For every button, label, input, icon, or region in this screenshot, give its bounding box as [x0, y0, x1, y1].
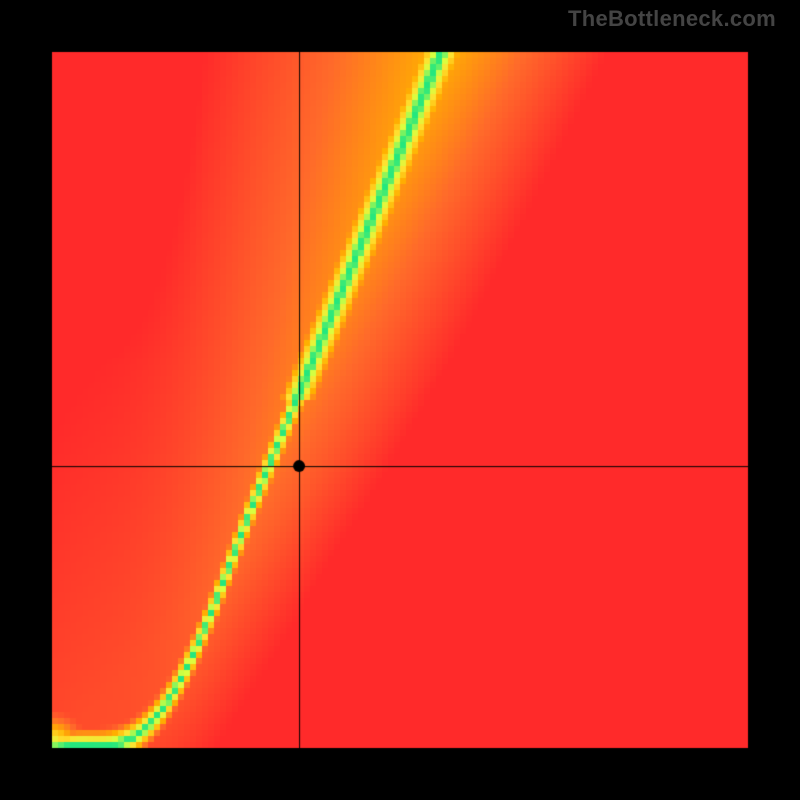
watermark-text: TheBottleneck.com — [568, 6, 776, 32]
heatmap-canvas — [0, 0, 800, 800]
chart-container: TheBottleneck.com — [0, 0, 800, 800]
